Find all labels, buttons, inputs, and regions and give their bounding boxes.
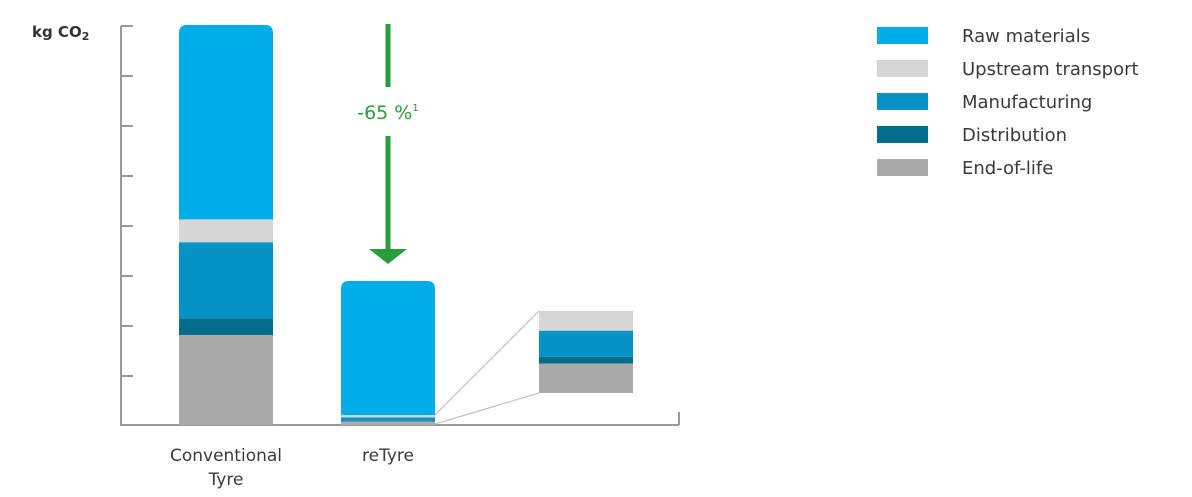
- y-axis-label-main: kg CO: [32, 23, 82, 41]
- legend: Raw materials Upstream transport Manufactu…: [877, 26, 1139, 179]
- x-tick-label: reTyre: [362, 446, 414, 466]
- bar-conventional-tyre: [179, 25, 273, 425]
- legend-swatch: [877, 159, 928, 176]
- legend-swatch: [877, 126, 928, 143]
- inset-segment-manufacturing: [539, 330, 633, 357]
- x-tick-label: Conventional: [170, 446, 282, 466]
- legend-swatch: [877, 27, 928, 44]
- bar-segment-raw-materials: [341, 281, 435, 415]
- reduction-annotation: -65 %1: [357, 102, 419, 124]
- bar-segment-manufacturing: [179, 242, 273, 319]
- bar-segment-upstream-transport: [179, 219, 273, 243]
- bars: [179, 25, 435, 425]
- inset-segment-upstream-transport: [539, 311, 633, 331]
- bar-segment-end-of-life: [179, 335, 273, 425]
- y-axis-label-subscript: 2: [82, 30, 90, 43]
- bar-segment-manufacturing: [341, 417, 435, 421]
- bar-segment-end-of-life: [341, 421, 435, 425]
- legend-label: Manufacturing: [962, 92, 1092, 113]
- x-tick-label: Tyre: [208, 470, 244, 490]
- reduction-value: -65 %: [357, 102, 412, 124]
- legend-label: Upstream transport: [962, 59, 1139, 80]
- inset-segment-distribution: [539, 356, 633, 364]
- bar-segment-raw-materials: [179, 25, 273, 220]
- reduction-arrow: -65 %1: [357, 24, 419, 264]
- inset-connector-top: [434, 310, 540, 416]
- inset-segment-end-of-life: [539, 363, 633, 393]
- legend-label: End-of-life: [962, 158, 1053, 179]
- inset-zoom: [434, 310, 633, 425]
- legend-swatch: [877, 93, 928, 110]
- reduction-footnote-ref: 1: [412, 103, 418, 114]
- bar-segment-distribution: [179, 318, 273, 335]
- inset-connector-bottom: [434, 392, 540, 425]
- legend-label: Raw materials: [962, 26, 1090, 47]
- legend-swatch: [877, 60, 928, 77]
- arrow-head: [369, 249, 407, 264]
- x-tick-labels: Conventional Tyre reTyre: [170, 446, 414, 490]
- bar-retyre: [341, 281, 435, 425]
- y-axis-label: kg CO2: [32, 23, 89, 43]
- bar-segment-distribution: [341, 420, 435, 422]
- bar-segment-upstream-transport: [341, 415, 435, 418]
- legend-label: Distribution: [962, 125, 1067, 146]
